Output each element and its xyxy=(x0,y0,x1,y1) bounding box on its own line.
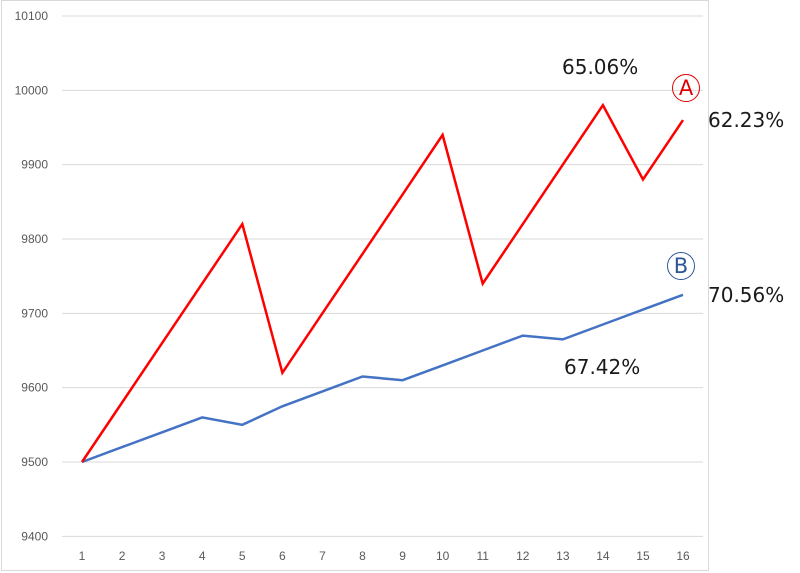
annotation-b-end: 70.56% xyxy=(708,283,785,307)
series-a-marker: A xyxy=(672,74,700,102)
annotation-b-low: 67.42% xyxy=(564,355,641,379)
series-lines xyxy=(80,102,685,464)
y-tick-label: 10000 xyxy=(15,83,49,97)
x-axis-ticks: 1 2 3 4 5 6 7 8 9 10 11 12 13 14 15 16 xyxy=(79,549,690,563)
x-tick-label: 1 xyxy=(79,549,86,563)
y-tick-label: 9400 xyxy=(21,529,48,543)
x-tick-label: 4 xyxy=(199,549,206,563)
x-tick-label: 15 xyxy=(636,549,650,563)
y-tick-label: 10100 xyxy=(15,9,49,23)
series-b-marker: B xyxy=(667,252,695,280)
x-tick-label: 12 xyxy=(516,549,530,563)
series-b-label: B xyxy=(673,253,689,278)
x-tick-label: 11 xyxy=(476,549,489,563)
y-tick-label: 9900 xyxy=(21,158,48,172)
x-tick-label: 9 xyxy=(399,549,406,563)
gridlines xyxy=(62,15,703,537)
series-a-line xyxy=(80,102,685,463)
x-tick-label: 10 xyxy=(436,549,450,563)
series-a-label: A xyxy=(678,75,694,100)
x-tick-label: 2 xyxy=(119,549,126,563)
y-tick-label: 9700 xyxy=(21,306,48,320)
y-tick-label: 9600 xyxy=(21,381,48,395)
annotation-a-peak: 65.06% xyxy=(562,55,639,79)
x-tick-label: 3 xyxy=(159,549,166,563)
x-tick-label: 13 xyxy=(556,549,570,563)
x-tick-label: 5 xyxy=(239,549,246,563)
y-tick-label: 9800 xyxy=(21,232,48,246)
x-tick-label: 7 xyxy=(319,549,326,563)
series-b-line xyxy=(81,293,684,464)
x-tick-label: 14 xyxy=(596,549,610,563)
y-tick-label: 9500 xyxy=(21,455,48,469)
x-tick-label: 16 xyxy=(676,549,690,563)
y-axis-ticks: 9400 9500 9600 9700 9800 9900 10000 10100 xyxy=(15,9,49,543)
x-tick-label: 6 xyxy=(279,549,286,563)
x-tick-label: 8 xyxy=(359,549,366,563)
annotation-a-end: 62.23% xyxy=(708,108,785,132)
